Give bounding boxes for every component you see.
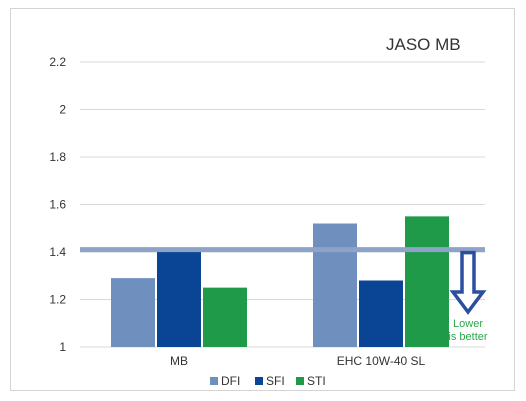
bar-sfi-0 (157, 252, 201, 347)
bars (111, 216, 449, 347)
y-tick-label: 2 (59, 103, 66, 117)
bar-sfi-1 (359, 280, 403, 347)
legend: DFI SFI STI (210, 374, 326, 388)
threshold-line (80, 247, 485, 253)
y-tick-label: 1 (59, 340, 66, 354)
legend-label: STI (307, 374, 326, 388)
y-axis-ticks: 1 1.2 1.4 1.6 1.8 2 2.2 (49, 55, 66, 354)
annotation-text: Lower (453, 318, 483, 330)
x-axis-ticks: MB EHC 10W-40 SL (170, 354, 426, 368)
x-tick-label: MB (170, 354, 188, 368)
legend-label: DFI (221, 374, 240, 388)
bar-dfi-0 (111, 278, 155, 347)
annotation-text: is better (448, 331, 487, 343)
y-tick-label: 1.2 (49, 293, 66, 307)
legend-swatch-dfi (210, 377, 218, 385)
bar-dfi-1 (313, 223, 357, 347)
down-arrow-icon (449, 250, 487, 315)
legend-swatch-sfi (255, 377, 263, 385)
bar-sti-0 (203, 287, 247, 347)
y-tick-label: 1.8 (49, 150, 66, 164)
legend-label: SFI (266, 374, 285, 388)
bar-sti-1 (405, 216, 449, 347)
y-tick-label: 1.6 (49, 198, 66, 212)
chart-title: JASO MB (386, 35, 461, 54)
threshold (80, 247, 485, 253)
y-tick-label: 1.4 (49, 245, 66, 259)
y-tick-label: 2.2 (49, 55, 66, 69)
legend-swatch-sti (296, 377, 304, 385)
x-tick-label: EHC 10W-40 SL (337, 354, 426, 368)
